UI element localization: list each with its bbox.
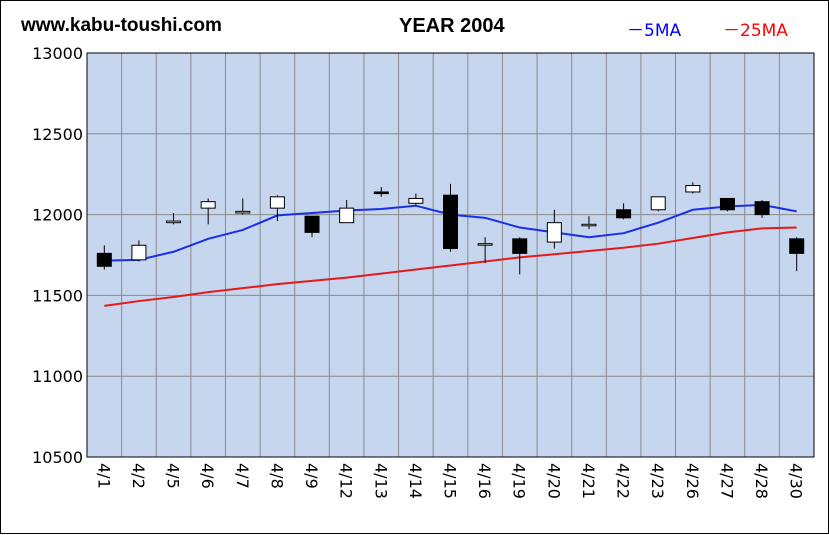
candle-body [650, 196, 666, 211]
y-tick-label: 12000 [32, 206, 83, 225]
candle-body [443, 194, 458, 250]
y-tick-label: 13000 [32, 44, 83, 63]
y-tick-label: 12500 [32, 125, 83, 144]
site-name: www.kabu-toushi.com [21, 15, 222, 36]
x-tick-label: 4/5 [164, 463, 183, 489]
candle-body [269, 196, 285, 209]
candle-body [373, 191, 389, 195]
x-tick-label: 4/23 [648, 463, 667, 499]
candle-body [616, 209, 632, 219]
x-tick-label: 4/15 [441, 463, 460, 499]
chart-title: YEAR 2004 [399, 15, 505, 37]
x-tick-label: 4/8 [267, 463, 286, 489]
x-tick-label: 4/26 [683, 463, 702, 499]
x-tick-label: 4/12 [337, 463, 356, 499]
candle-body [408, 197, 424, 204]
y-tick-label: 11500 [32, 286, 83, 305]
x-tick-label: 4/13 [371, 463, 390, 499]
y-tick-label: 11000 [32, 367, 83, 386]
candle-body [512, 238, 528, 254]
x-tick-label: 4/16 [475, 463, 494, 499]
candle-body [166, 220, 182, 224]
ma25-line [104, 226, 797, 307]
x-tick-label: 4/27 [717, 463, 736, 499]
plot-area [87, 53, 814, 457]
x-tick-label: 4/22 [614, 463, 633, 499]
x-tick-label: 4/14 [406, 463, 425, 499]
x-tick-label: 4/21 [579, 463, 598, 499]
legend-5ma: －5MA [627, 21, 682, 41]
candle-body [546, 222, 562, 243]
y-tick-label: 10500 [32, 448, 83, 467]
plot-border [86, 52, 815, 458]
x-tick-label: 4/6 [198, 463, 217, 489]
candle-body [789, 238, 805, 254]
x-tick-label: 4/28 [752, 463, 771, 499]
candle-body [477, 243, 493, 246]
candle-body [235, 210, 251, 214]
x-tick-label: 4/20 [544, 463, 563, 499]
x-tick-label: 4/7 [233, 463, 252, 489]
candle-body [719, 197, 735, 211]
candle-body [685, 185, 701, 193]
candle-body [200, 201, 216, 209]
candle-body [339, 207, 355, 224]
x-tick-label: 4/1 [94, 463, 113, 489]
legend-25ma: －25MA [723, 21, 788, 41]
candle-body [754, 201, 770, 216]
x-tick-label: 4/30 [787, 463, 806, 499]
x-tick-label: 4/9 [302, 463, 321, 489]
candle-body [581, 223, 597, 227]
x-tick-label: 4/19 [510, 463, 529, 499]
candle-body [304, 215, 320, 233]
x-tick-label: 4/2 [129, 463, 148, 489]
candle-body [131, 244, 147, 261]
candle-body [96, 252, 112, 267]
